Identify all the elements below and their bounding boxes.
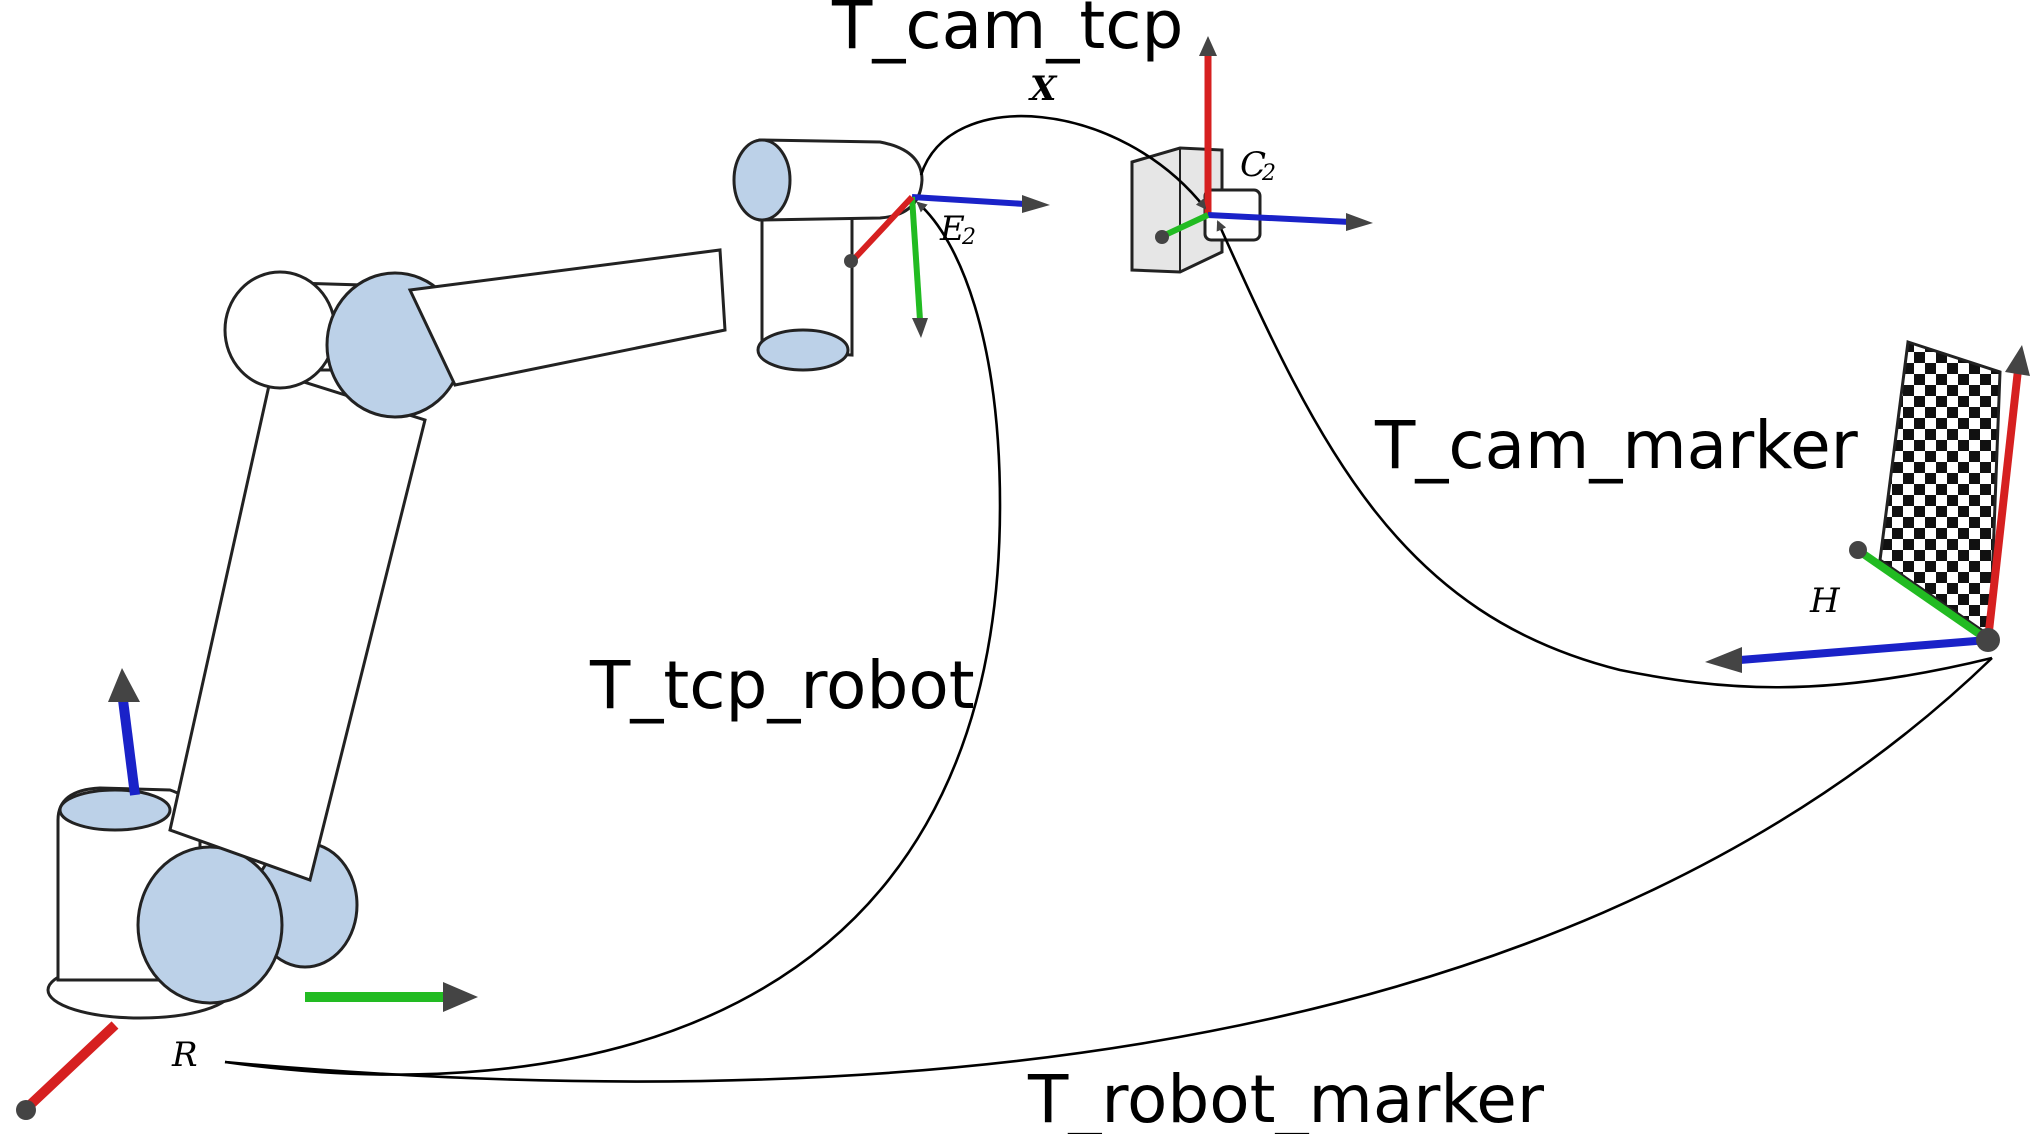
- marker-y-axis: [1859, 549, 1991, 644]
- tcp-z-axis: [911, 194, 1026, 207]
- marker-x-arrowhead: [2005, 345, 2030, 376]
- shoulder-joint-cap: [136, 845, 284, 1005]
- marker-z-axis: [1739, 636, 1989, 664]
- tcp-y-arrowhead: [912, 318, 928, 338]
- curve-cam-marker: [1216, 220, 1993, 689]
- marker-origin: [1976, 628, 2000, 652]
- robot-base-cap: [58, 788, 172, 832]
- curve-cam-tcp: [919, 114, 1207, 210]
- base-z-arrowhead: [108, 668, 140, 702]
- symbol-e: E: [939, 209, 965, 249]
- base-y-arrowhead: [443, 982, 478, 1012]
- label-t-cam-tcp: T_cam_tcp: [831, 0, 1183, 64]
- curve-robot-marker: [224, 657, 1993, 1083]
- base-x-end: [16, 1100, 36, 1120]
- upper-arm-link: [407, 248, 727, 387]
- cam-z-axis: [1207, 212, 1351, 225]
- label-t-robot-marker: T_robot_marker: [1027, 1061, 1545, 1134]
- elbow-joint-rear: [223, 270, 337, 390]
- transform-curves: [224, 114, 1993, 1083]
- cam-z-arrowhead: [1346, 213, 1373, 231]
- tcp-frame-axes: [844, 194, 1050, 338]
- symbol-r: R: [171, 1035, 198, 1075]
- tcp-y-axis: [909, 196, 923, 321]
- base-frame-axes: [16, 668, 478, 1120]
- lower-arm-link: [168, 370, 427, 882]
- robot-arm: [46, 138, 924, 1020]
- marker-x-axis: [1984, 369, 2022, 641]
- marker-y-end: [1849, 541, 1867, 559]
- tcp-x-end: [844, 254, 858, 268]
- checkerboard: [1878, 340, 2002, 639]
- label-t-tcp-robot: T_tcp_robot: [589, 647, 975, 724]
- symbol-e-subscript: 2: [961, 225, 976, 250]
- marker-z-arrowhead: [1705, 647, 1742, 673]
- cam-y-axis: [1163, 212, 1210, 238]
- tcp-z-arrowhead: [1022, 195, 1050, 213]
- cam-y-end: [1155, 230, 1169, 244]
- checkerboard-marker: [1705, 340, 2030, 673]
- base-x-axis: [26, 1021, 119, 1109]
- wrist-2-cap: [732, 138, 792, 222]
- cam-x-arrowhead: [1199, 36, 1217, 56]
- symbol-x: X: [1028, 69, 1058, 109]
- tcp-x-axis: [852, 194, 915, 261]
- base-z-axis: [118, 699, 140, 796]
- symbol-c-subscript: 2: [1261, 161, 1276, 186]
- symbol-h: H: [1809, 581, 1841, 621]
- label-t-cam-marker: T_cam_marker: [1374, 407, 1859, 484]
- symbol-c: C: [1240, 145, 1266, 185]
- wrist-1-cap: [756, 328, 850, 372]
- curve-tcp-robot: [224, 201, 1002, 1076]
